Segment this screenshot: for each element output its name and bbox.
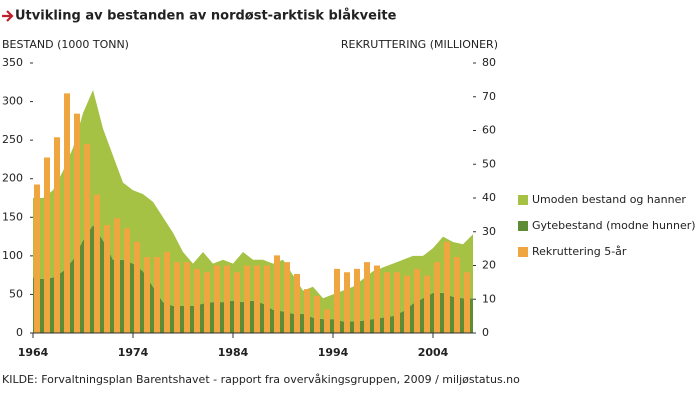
y2-axis-title: REKRUTTERING (MILLIONER) — [341, 38, 498, 51]
bar — [444, 241, 450, 333]
y2-tick-label: 10 — [482, 292, 496, 305]
bar — [374, 265, 380, 333]
bar — [64, 93, 70, 333]
y2-tick-label: 50 — [482, 157, 496, 170]
bar — [324, 309, 330, 333]
area — [33, 90, 473, 322]
y2-tick-label: 70 — [482, 90, 496, 103]
bar — [274, 255, 280, 333]
y-tick-label: 350 — [2, 56, 23, 69]
bar — [84, 144, 90, 333]
bar — [34, 184, 40, 333]
legend-label: Gytebestand (modne hunner) — [532, 219, 696, 232]
bar — [54, 137, 60, 333]
bar — [424, 275, 430, 333]
y2-tick-label: 80 — [482, 56, 496, 69]
bar — [404, 275, 410, 333]
y-tick-label: 200 — [2, 172, 23, 185]
bar — [414, 268, 420, 333]
bar — [264, 265, 270, 333]
y-tick-label: 250 — [2, 133, 23, 146]
bar — [244, 265, 250, 333]
legend-swatch — [518, 195, 528, 205]
bar — [234, 272, 240, 333]
y-tick-label: 0 — [16, 326, 23, 339]
bar — [134, 241, 140, 333]
y-axis-title: BESTAND (1000 TONN) — [2, 38, 129, 51]
y-tick-label: 300 — [2, 95, 23, 108]
bar — [354, 268, 360, 333]
bar — [164, 252, 170, 333]
x-tick-label: 1994 — [318, 346, 349, 359]
bar — [384, 272, 390, 333]
bar — [434, 262, 440, 333]
y-tick-label: 50 — [9, 287, 23, 300]
bar — [304, 289, 310, 333]
bar — [254, 265, 260, 333]
y-tick-label: 100 — [2, 249, 23, 262]
x-tick-label: 1984 — [218, 346, 249, 359]
bar — [124, 228, 130, 333]
legend-swatch — [518, 221, 528, 231]
legend-label: Umoden bestand og hanner — [532, 193, 686, 206]
bar — [334, 268, 340, 333]
bar — [74, 113, 80, 333]
source: KILDE: Forvaltningsplan Barentshavet - r… — [2, 373, 520, 386]
bar — [144, 257, 150, 333]
x-tick-label: 2004 — [418, 346, 449, 359]
bar — [284, 262, 290, 333]
bar — [454, 257, 460, 333]
bar — [154, 257, 160, 333]
bar — [394, 272, 400, 333]
title-arrow — [2, 10, 14, 22]
bar — [214, 265, 220, 333]
y2-tick-label: 30 — [482, 225, 496, 238]
bar — [94, 194, 100, 333]
bar — [104, 225, 110, 333]
bar — [114, 218, 120, 333]
bar — [344, 272, 350, 333]
y2-tick-label: 0 — [482, 326, 489, 339]
bar — [174, 262, 180, 333]
legend-swatch — [518, 247, 528, 257]
y2-tick-label: 60 — [482, 124, 496, 137]
y2-tick-label: 40 — [482, 191, 496, 204]
bar — [224, 265, 230, 333]
bar — [294, 273, 300, 333]
bar — [204, 272, 210, 333]
x-tick-label: 1964 — [18, 346, 49, 359]
bar — [314, 295, 320, 333]
bar — [184, 262, 190, 333]
bar — [44, 157, 50, 333]
bar — [364, 262, 370, 333]
bar — [464, 272, 470, 333]
x-tick-label: 1974 — [118, 346, 149, 359]
bar — [194, 268, 200, 333]
legend-label: Rekruttering 5-år — [532, 245, 627, 258]
y-tick-label: 150 — [2, 210, 23, 223]
y2-tick-label: 20 — [482, 259, 496, 272]
chart-title: Utvikling av bestanden av nordøst-arktis… — [15, 9, 397, 24]
area — [33, 225, 473, 333]
